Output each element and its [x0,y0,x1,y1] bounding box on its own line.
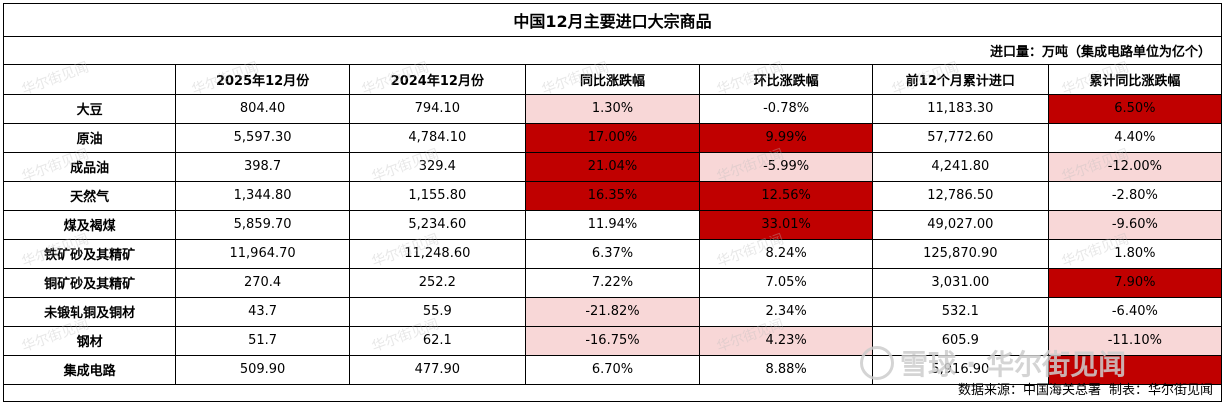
commodity-name-cell: 未锻轧铜及铜材 [4,296,177,327]
table-cell: 11,183.30 [871,93,1049,124]
table-cell: 8.88% [699,354,873,385]
table-row: 集成电路 509.90 477.90 6.70% 8.88% 5,916.90 [4,354,1221,385]
xueqiu-watermark: 雪球 · 华尔街见闻 [860,343,1126,383]
table-cell: 5,859.70 [175,209,350,240]
commodity-name-cell: 铜矿砂及其精矿 [4,267,177,298]
table-cell: 398.7 [175,151,350,182]
table-cell: 4,241.80 [871,151,1049,182]
table-cell: 33.01% [699,209,873,240]
table-cell: 509.90 [175,354,350,385]
table-cell: 16.35% [524,180,701,211]
column-header: 2025年12月份 [175,65,350,95]
table-cell: 532.1 [871,296,1049,327]
column-header: 2024年12月份 [348,65,526,95]
table-cell: 3,031.00 [871,267,1049,298]
table-cell: 1,344.80 [175,180,350,211]
table-cell: 11.94% [524,209,701,240]
table-cell: 6.50% [1047,93,1221,124]
column-header: 同比涨跌幅 [524,65,701,95]
table-cell: 9.99% [699,122,873,153]
table-cell: 11,248.60 [348,238,526,269]
table-cell: 4,784.10 [348,122,526,153]
table-cell: 794.10 [348,93,526,124]
column-header: 环比涨跌幅 [699,65,873,95]
table-cell: -16.75% [524,325,701,356]
table-cell: 329.4 [348,151,526,182]
header-row: 2025年12月份 2024年12月份 同比涨跌幅 环比涨跌幅 前12个月累计进口 累计同… [4,65,1221,95]
commodity-name-cell: 成品油 [4,151,177,182]
table-cell: 21.04% [524,151,701,182]
table-row: 成品油 398.7 329.4 21.04% -5.99% 4,241.80 -12.00% [4,151,1221,182]
commodity-name-cell: 大豆 [4,93,177,124]
table-cell: 477.90 [348,354,526,385]
table-row: 天然气 1,344.80 1,155.80 16.35% 12.56% 12,786.50… [4,180,1221,211]
table-cell: 804.40 [175,93,350,124]
table-cell: 4.23% [699,325,873,356]
table-title: 中国12月主要进口大宗商品 [4,4,1221,37]
table-cell: 8.24% [699,238,873,269]
table-cell: 5,916.90 [871,354,1049,385]
commodity-import-table: 2025年12月份 2024年12月份 同比涨跌幅 环比涨跌幅 前12个月累计进口 累计同… [4,65,1221,385]
table-cell: 1.30% [524,93,701,124]
table-cell: 12.56% [699,180,873,211]
table-cell: -9.60% [1047,209,1221,240]
table-cell: -0.78% [699,93,873,124]
table-cell: 62.1 [348,325,526,356]
table-cell: -6.40% [1047,296,1221,327]
table-cell: 11,964.70 [175,238,350,269]
table-cell [1047,354,1221,385]
table-cell: 2.34% [699,296,873,327]
table-cell: 252.2 [348,267,526,298]
unit-note: 进口量：万吨（集成电路单位为亿个） [4,37,1221,65]
table-row: 原油 5,597.30 4,784.10 17.00% 9.99% 57,772.60 4.… [4,122,1221,153]
table-cell: 51.7 [175,325,350,356]
table-cell: 49,027.00 [871,209,1049,240]
table-frame: 中国12月主要进口大宗商品 进口量：万吨（集成电路单位为亿个） 2025年12月… [3,3,1222,402]
table-cell: 5,234.60 [348,209,526,240]
table-cell: 1.80% [1047,238,1221,269]
table-cell: 17.00% [524,122,701,153]
table-cell: -12.00% [1047,151,1221,182]
commodity-name-cell: 钢材 [4,325,177,356]
commodity-name-cell: 天然气 [4,180,177,211]
table-cell: -2.80% [1047,180,1221,211]
xueqiu-logo-icon [860,346,894,380]
table-row: 铁矿砂及其精矿 11,964.70 11,248.60 6.37% 8.24% 125,8… [4,238,1221,269]
source-note: 数据来源：中国海关总署 [957,383,1101,398]
table-cell: 4.40% [1047,122,1221,153]
table-cell: 43.7 [175,296,350,327]
table-row: 未锻轧铜及铜材 43.7 55.9 -21.82% 2.34% 532.1 -6.40% [4,296,1221,327]
watermark-overlay-text: 雪球 · 华尔街见闻 [900,348,1127,381]
table-cell: 270.4 [175,267,350,298]
commodity-name-cell: 铁矿砂及其精矿 [4,238,177,269]
table-cell: -5.99% [699,151,873,182]
table-cell: 1,155.80 [348,180,526,211]
table-cell: 7.22% [524,267,701,298]
commodity-name-cell: 集成电路 [4,354,177,385]
commodity-name-cell: 煤及褐煤 [4,209,177,240]
table-row: 铜矿砂及其精矿 270.4 252.2 7.22% 7.05% 3,031.00 7.90% [4,267,1221,298]
table-cell: 6.70% [524,354,701,385]
maker-note: 制表：华尔街见闻 [1108,383,1213,398]
table-cell: 12,786.50 [871,180,1049,211]
table-body: 大豆 804.40 794.10 1.30% -0.78% 11,183.30 6.50% 原… [4,93,1221,385]
table-cell: 125,870.90 [871,238,1049,269]
table-cell: 57,772.60 [871,122,1049,153]
column-header: 累计同比涨跌幅 [1047,65,1221,95]
table-cell: 7.05% [699,267,873,298]
column-header [4,65,177,95]
table-cell: 605.9 [871,325,1049,356]
commodity-name-cell: 原油 [4,122,177,153]
table-row: 煤及褐煤 5,859.70 5,234.60 11.94% 33.01% 49,027.0… [4,209,1221,240]
column-header: 前12个月累计进口 [871,65,1049,95]
table-row: 钢材 51.7 62.1 -16.75% 4.23% 605.9 -11.10% [4,325,1221,356]
table-cell: 5,597.30 [175,122,350,153]
table-cell: 55.9 [348,296,526,327]
footer: 数据来源：中国海关总署 制表：华尔街见闻 [4,375,1221,402]
table-row: 大豆 804.40 794.10 1.30% -0.78% 11,183.30 6.50% [4,93,1221,124]
table-cell: -21.82% [524,296,701,327]
table-cell: 7.90% [1047,267,1221,298]
table-cell: 6.37% [524,238,701,269]
table-cell: -11.10% [1047,325,1221,356]
